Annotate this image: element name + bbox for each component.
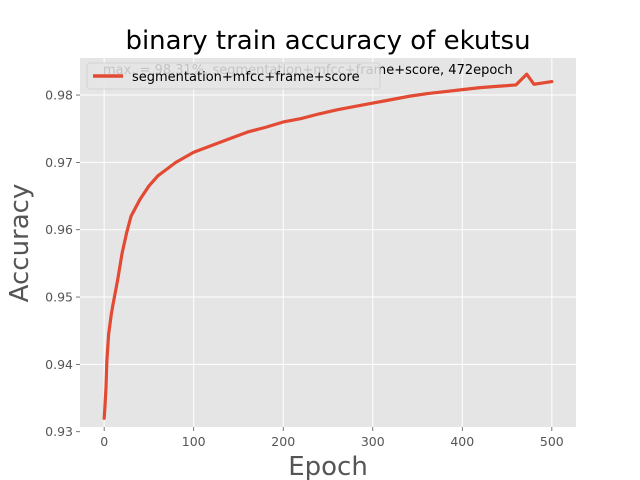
y-tick-label: 0.98 [45,88,73,103]
x-tick-label: 500 [540,434,564,449]
y-axis-ticks: 0.93 0.94 0.95 0.96 0.97 0.98 [45,88,80,439]
x-tick-label: 400 [450,434,474,449]
plot-area [80,58,576,427]
grid [80,58,576,433]
legend: segmentation+mfcc+frame+score [86,62,381,90]
x-tick-label: 0 [100,434,108,449]
series-line-0 [102,72,554,420]
y-tick-label: 0.96 [45,222,73,237]
y-tick-label: 0.95 [45,290,73,305]
series-layer [102,72,554,420]
y-axis-label: Accuracy [5,184,35,303]
chart-title: binary train accuracy of ekutsu [125,26,530,56]
y-tick-label: 0.94 [45,357,73,372]
x-tick-label: 300 [361,434,385,449]
x-tick-label: 100 [182,434,206,449]
y-tick-label: 0.93 [45,424,73,439]
x-tick-label: 200 [271,434,295,449]
x-axis-label: Epoch [288,452,368,480]
y-tick-label: 0.97 [45,155,73,170]
legend-label-segmentation: segmentation+mfcc+frame+score [132,70,360,85]
x-axis-ticks: 0 100 200 300 400 500 [100,427,564,449]
legend-box [86,62,381,90]
